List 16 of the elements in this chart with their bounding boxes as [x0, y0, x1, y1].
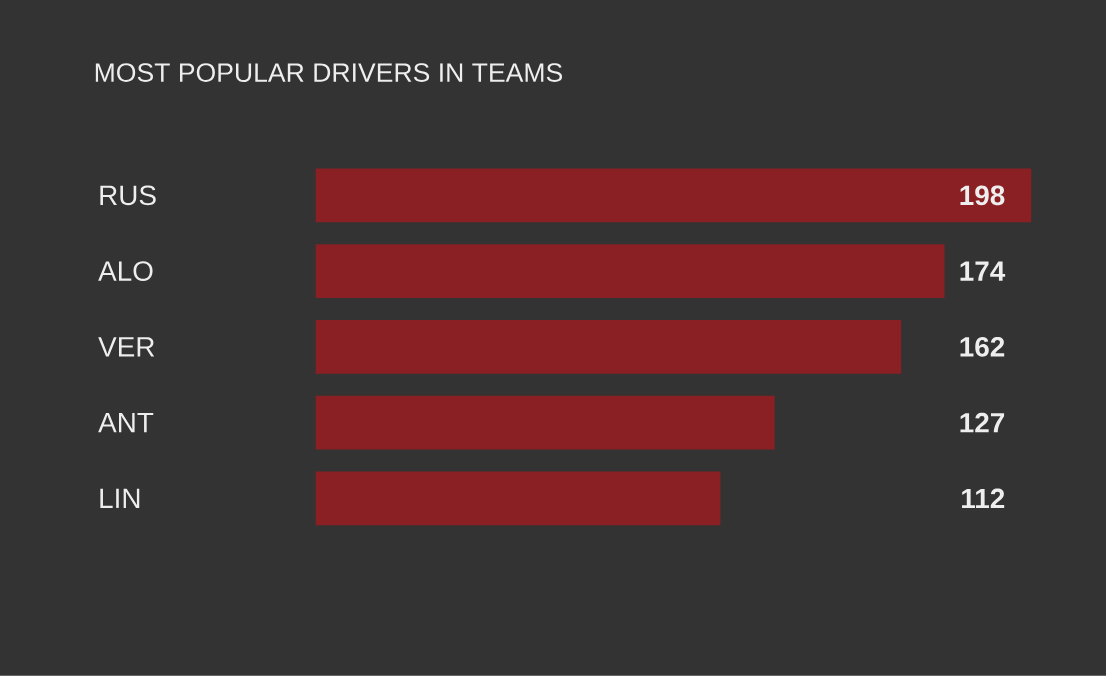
bar [315, 168, 1032, 223]
y-tick-label: LIN [100, 488, 140, 509]
data-label: 127 [960, 412, 1005, 433]
bar [315, 471, 721, 526]
y-tick-label: VER [98, 337, 155, 357]
y-tick-label: ANT [98, 413, 154, 433]
chart-title: MOST POPULAR DRIVERS IN TEAMS [95, 63, 563, 83]
data-label: 162 [960, 337, 1005, 357]
data-label: 112 [962, 488, 1005, 509]
y-tick-label: RUS [100, 185, 156, 206]
data-label: 174 [960, 261, 1006, 281]
bar [315, 244, 945, 299]
y-tick-label: ALO [98, 261, 153, 282]
bar [315, 395, 775, 450]
data-label: 198 [960, 185, 1005, 206]
bar [315, 320, 902, 374]
